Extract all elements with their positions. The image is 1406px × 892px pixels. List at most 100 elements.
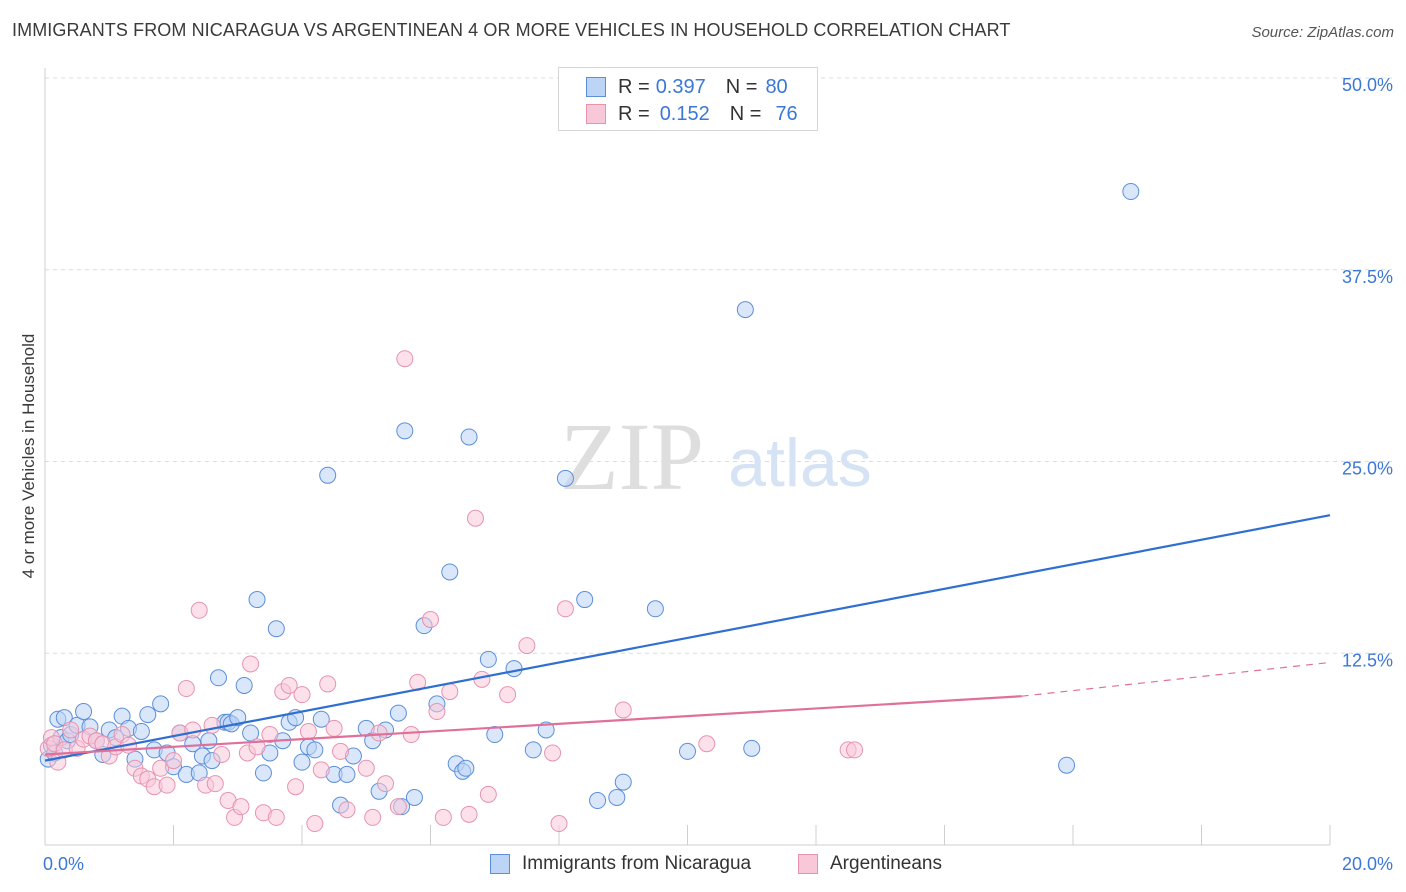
point-nicaragua	[614, 773, 632, 791]
point-nicaragua	[200, 732, 218, 750]
point-nicaragua	[479, 650, 497, 668]
point-nicaragua	[736, 301, 754, 319]
point-nicaragua	[229, 709, 247, 727]
legend-row-argentineans: R = 0.152 N = 76	[586, 102, 798, 126]
point-argentineans	[152, 759, 170, 777]
y-axis-label: 4 or more Vehicles in Household	[19, 334, 38, 579]
point-argentineans	[213, 745, 231, 763]
legend-label-nicaragua: Immigrants from Nicaragua	[522, 853, 752, 874]
point-nicaragua	[505, 660, 523, 678]
point-argentineans	[299, 722, 317, 740]
point-nicaragua	[679, 742, 696, 760]
point-argentineans	[428, 703, 446, 721]
point-argentineans	[287, 778, 305, 796]
y-tick-label: 12.5%	[1342, 650, 1393, 670]
point-argentineans	[466, 509, 484, 527]
legend-row-nicaragua: R = 0.397 N = 80	[586, 75, 788, 99]
point-argentineans	[479, 785, 497, 803]
chart-source: Source: ZipAtlas.com	[1251, 24, 1394, 41]
legend-n-value: 76	[775, 102, 798, 125]
point-argentineans	[319, 675, 337, 693]
trend-line-argentineans	[44, 695, 1022, 756]
point-argentineans	[325, 719, 343, 737]
legend-n-label: N =	[725, 75, 758, 98]
legend-n-value: 80	[765, 75, 788, 98]
point-argentineans	[203, 716, 221, 734]
point-argentineans	[338, 801, 356, 819]
point-nicaragua	[152, 695, 170, 713]
point-nicaragua	[293, 753, 311, 771]
point-nicaragua	[537, 721, 555, 739]
point-argentineans	[357, 759, 375, 777]
point-nicaragua	[312, 710, 330, 728]
y-tick-label: 25.0%	[1342, 459, 1393, 479]
point-nicaragua	[576, 591, 594, 609]
point-nicaragua	[209, 669, 227, 687]
legend-n-label: N =	[729, 102, 762, 125]
point-argentineans	[280, 676, 298, 694]
legend-swatch-nicaragua	[586, 77, 606, 97]
point-argentineans	[396, 350, 414, 368]
point-nicaragua	[460, 428, 478, 446]
point-argentineans	[190, 601, 208, 619]
grid-lines	[45, 77, 1392, 654]
point-nicaragua	[389, 704, 407, 722]
point-argentineans	[614, 701, 632, 719]
y-tick-label: 37.5%	[1342, 267, 1393, 287]
legend-item-argentineans[interactable]: Argentineans	[798, 852, 942, 876]
point-nicaragua	[743, 739, 761, 757]
point-argentineans	[312, 761, 330, 779]
legend-swatch-argentineans	[798, 854, 818, 874]
point-argentineans	[306, 815, 324, 833]
point-argentineans	[206, 775, 224, 793]
point-argentineans	[434, 808, 452, 826]
point-nicaragua	[254, 764, 272, 782]
point-nicaragua	[248, 591, 266, 609]
point-nicaragua	[441, 563, 459, 581]
x-tick-label: 0.0%	[43, 854, 84, 874]
point-argentineans	[177, 680, 195, 698]
point-argentineans	[165, 752, 182, 770]
y-tick-label: 50.0%	[1342, 75, 1393, 95]
watermark-zip: ZIP	[560, 403, 704, 510]
legend-swatch-nicaragua	[490, 854, 510, 874]
x-tick-label: 20.0%	[1342, 854, 1393, 874]
point-argentineans	[422, 611, 439, 629]
point-nicaragua	[524, 741, 542, 759]
point-argentineans	[232, 798, 250, 816]
point-argentineans	[62, 721, 80, 739]
legend-r-value: 0.397	[655, 75, 706, 98]
point-argentineans	[261, 726, 279, 744]
axes	[44, 68, 1331, 846]
point-argentineans	[402, 726, 420, 744]
watermark: ZIP atlas	[560, 403, 872, 510]
point-nicaragua	[338, 765, 356, 783]
point-nicaragua	[646, 600, 664, 618]
point-argentineans	[332, 742, 350, 760]
point-argentineans	[698, 735, 716, 753]
point-argentineans	[267, 808, 285, 826]
point-nicaragua	[396, 422, 414, 440]
point-argentineans	[158, 776, 176, 794]
point-argentineans	[518, 637, 536, 655]
legend-swatch-argentineans	[586, 104, 606, 124]
legend-r-label: R =	[618, 75, 650, 98]
point-argentineans	[377, 775, 395, 793]
trend-lines	[44, 514, 1331, 762]
point-nicaragua	[608, 788, 626, 806]
point-nicaragua	[267, 620, 285, 638]
point-nicaragua	[1122, 183, 1140, 201]
point-nicaragua	[75, 703, 93, 721]
point-argentineans	[499, 686, 517, 704]
point-nicaragua	[405, 788, 423, 806]
point-argentineans	[556, 600, 574, 618]
watermark-atlas: atlas	[728, 425, 872, 501]
legend-item-nicaragua[interactable]: Immigrants from Nicaragua	[490, 852, 751, 876]
data-points	[39, 183, 1140, 833]
point-argentineans	[242, 655, 260, 673]
point-argentineans	[460, 805, 478, 823]
point-argentineans	[389, 798, 407, 816]
point-argentineans	[370, 724, 388, 742]
point-nicaragua	[1058, 756, 1076, 774]
